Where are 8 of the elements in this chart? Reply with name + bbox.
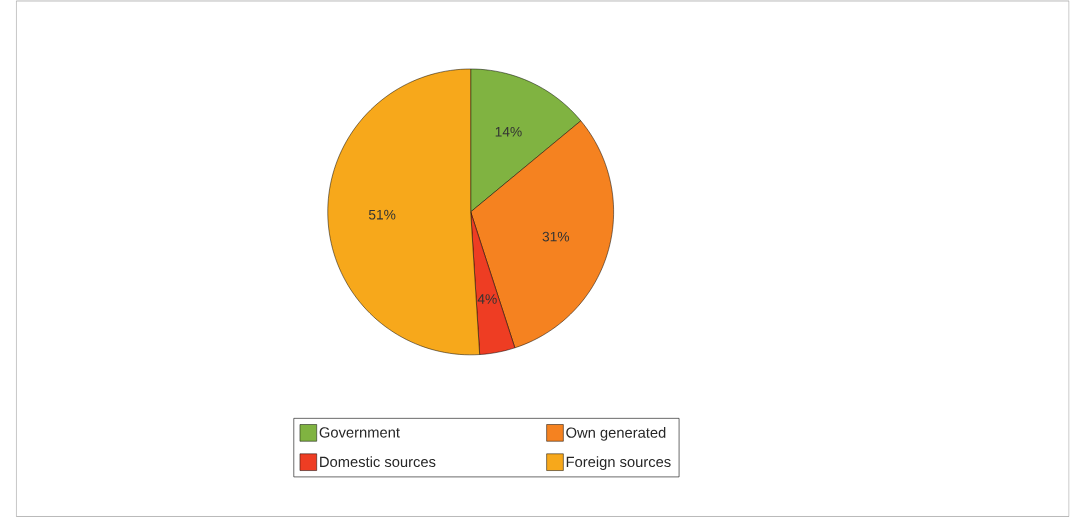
legend-label: Foreign sources bbox=[566, 456, 671, 470]
data-label: 31% bbox=[542, 231, 570, 242]
legend-label: Own generated bbox=[566, 426, 666, 441]
data-label: 14% bbox=[495, 126, 522, 137]
legend-label: Domestic sources bbox=[320, 456, 436, 467]
legend-label: Government bbox=[319, 426, 400, 438]
data-label: 51% bbox=[368, 209, 396, 220]
data-label: 4% bbox=[477, 293, 497, 304]
